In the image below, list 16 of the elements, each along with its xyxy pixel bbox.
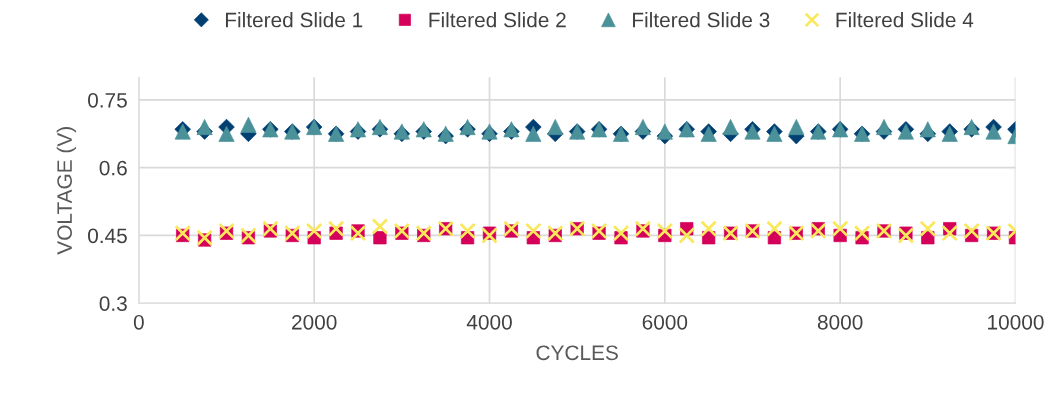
legend-label: Filtered Slide 1 bbox=[225, 12, 363, 28]
x-tick-label: 6000 bbox=[642, 314, 688, 330]
x-tick-label: 0 bbox=[133, 314, 144, 330]
x-tick-label: 10000 bbox=[988, 314, 1044, 330]
y-axis-title: VOLTAGE (V) bbox=[56, 127, 77, 255]
x-tick-label: 4000 bbox=[466, 314, 512, 330]
y-tick-label: 0.3 bbox=[99, 296, 127, 311]
y-tick-label: 0.75 bbox=[88, 92, 127, 108]
x-tick-label: 2000 bbox=[292, 314, 337, 330]
legend-label: Filtered Slide 2 bbox=[429, 12, 566, 28]
legend-label: Filtered Slide 4 bbox=[836, 12, 974, 28]
x-tick-label: 8000 bbox=[817, 314, 863, 330]
legend-label: Filtered Slide 3 bbox=[633, 12, 770, 28]
y-tick-label: 0.6 bbox=[99, 160, 127, 176]
x-axis-title: CYCLES bbox=[536, 345, 618, 361]
y-tick-label: 0.45 bbox=[88, 228, 127, 244]
